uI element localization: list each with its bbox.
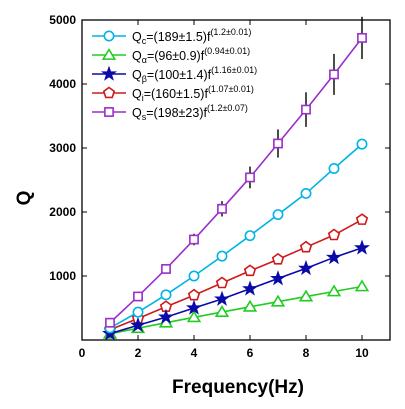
series-line bbox=[109, 37, 363, 324]
legend-label: Qα=(96±0.9)f(0.94±0.01) bbox=[132, 46, 250, 65]
data-point bbox=[326, 284, 342, 297]
series-line bbox=[109, 285, 363, 335]
y-tick-label: 4000 bbox=[49, 77, 76, 91]
data-point bbox=[329, 69, 339, 80]
data-point bbox=[105, 317, 115, 328]
data-point bbox=[354, 279, 370, 292]
data-point bbox=[357, 32, 367, 43]
data-point bbox=[101, 65, 117, 81]
axes: 0 2 4 6 8 10 1000 2000 3000 4000 5000 bbox=[49, 13, 391, 360]
x-tick-label: 8 bbox=[303, 346, 310, 360]
data-point bbox=[101, 47, 117, 60]
x-tick-label: 10 bbox=[355, 346, 369, 360]
data-point bbox=[130, 316, 146, 333]
series-star bbox=[102, 239, 370, 341]
data-point bbox=[132, 306, 144, 318]
data-point bbox=[133, 291, 143, 302]
data-point bbox=[161, 264, 171, 274]
data-point bbox=[245, 172, 255, 183]
data-point bbox=[217, 203, 227, 214]
series-line bbox=[109, 143, 363, 329]
data-point bbox=[188, 270, 200, 282]
y-tick-label: 2000 bbox=[49, 205, 76, 219]
data-point bbox=[186, 299, 202, 315]
series-circle bbox=[104, 138, 368, 334]
y-tick-label: 3000 bbox=[49, 141, 76, 155]
data-point bbox=[214, 290, 230, 306]
x-axis-title: Frequency(Hz) bbox=[172, 377, 304, 398]
legend-label: Qi=(160±1.5)f(1.07±0.01) bbox=[132, 84, 254, 103]
data-point bbox=[271, 252, 285, 265]
data-point bbox=[301, 104, 311, 115]
data-point bbox=[300, 187, 312, 199]
data-point bbox=[104, 107, 114, 117]
data-point bbox=[216, 250, 228, 262]
data-point bbox=[186, 310, 202, 323]
y-tick-label: 5000 bbox=[49, 13, 76, 27]
data-point bbox=[328, 163, 340, 174]
data-point bbox=[298, 259, 314, 276]
data-point bbox=[214, 304, 230, 317]
data-point bbox=[189, 234, 199, 245]
series-square bbox=[105, 16, 367, 328]
legend-label: Qc=(189±1.5)f(1.2±0.01) bbox=[132, 27, 251, 46]
data-point bbox=[242, 280, 258, 296]
legend-label: Qβ=(100±1.4)f(1.16±0.01) bbox=[132, 65, 257, 84]
data-point bbox=[215, 276, 229, 289]
data-point bbox=[244, 230, 256, 242]
data-point bbox=[327, 228, 341, 241]
y-axis-title: Q bbox=[14, 191, 35, 206]
series-line bbox=[109, 218, 363, 331]
data-point bbox=[298, 289, 314, 302]
legend: Qc=(189±1.5)f(1.2±0.01)Qα=(96±0.9)f(0.94… bbox=[92, 27, 257, 122]
data-point bbox=[270, 270, 286, 286]
data-point bbox=[160, 289, 172, 301]
data-point bbox=[355, 213, 369, 225]
data-point bbox=[299, 240, 313, 253]
series-layer bbox=[102, 16, 370, 341]
series-line bbox=[109, 247, 363, 335]
series-pentagon bbox=[103, 213, 369, 336]
x-tick-label: 4 bbox=[191, 346, 198, 360]
data-point bbox=[103, 30, 115, 42]
x-tick-label: 0 bbox=[79, 346, 86, 360]
data-point bbox=[243, 264, 257, 277]
y-tick-label: 1000 bbox=[49, 269, 76, 283]
data-point bbox=[354, 239, 370, 255]
data-point bbox=[158, 308, 174, 324]
data-point bbox=[326, 249, 342, 265]
x-tick-label: 6 bbox=[247, 346, 254, 360]
data-point bbox=[270, 294, 286, 307]
legend-label: Qs=(198±23)f(1.2±0.07) bbox=[132, 103, 248, 122]
plot-frame bbox=[81, 19, 391, 341]
data-point bbox=[272, 209, 284, 221]
data-point bbox=[187, 288, 201, 301]
x-tick-label: 2 bbox=[135, 346, 142, 360]
data-point bbox=[102, 86, 116, 99]
data-point bbox=[356, 138, 368, 150]
data-point bbox=[273, 138, 283, 149]
data-point bbox=[242, 299, 258, 312]
